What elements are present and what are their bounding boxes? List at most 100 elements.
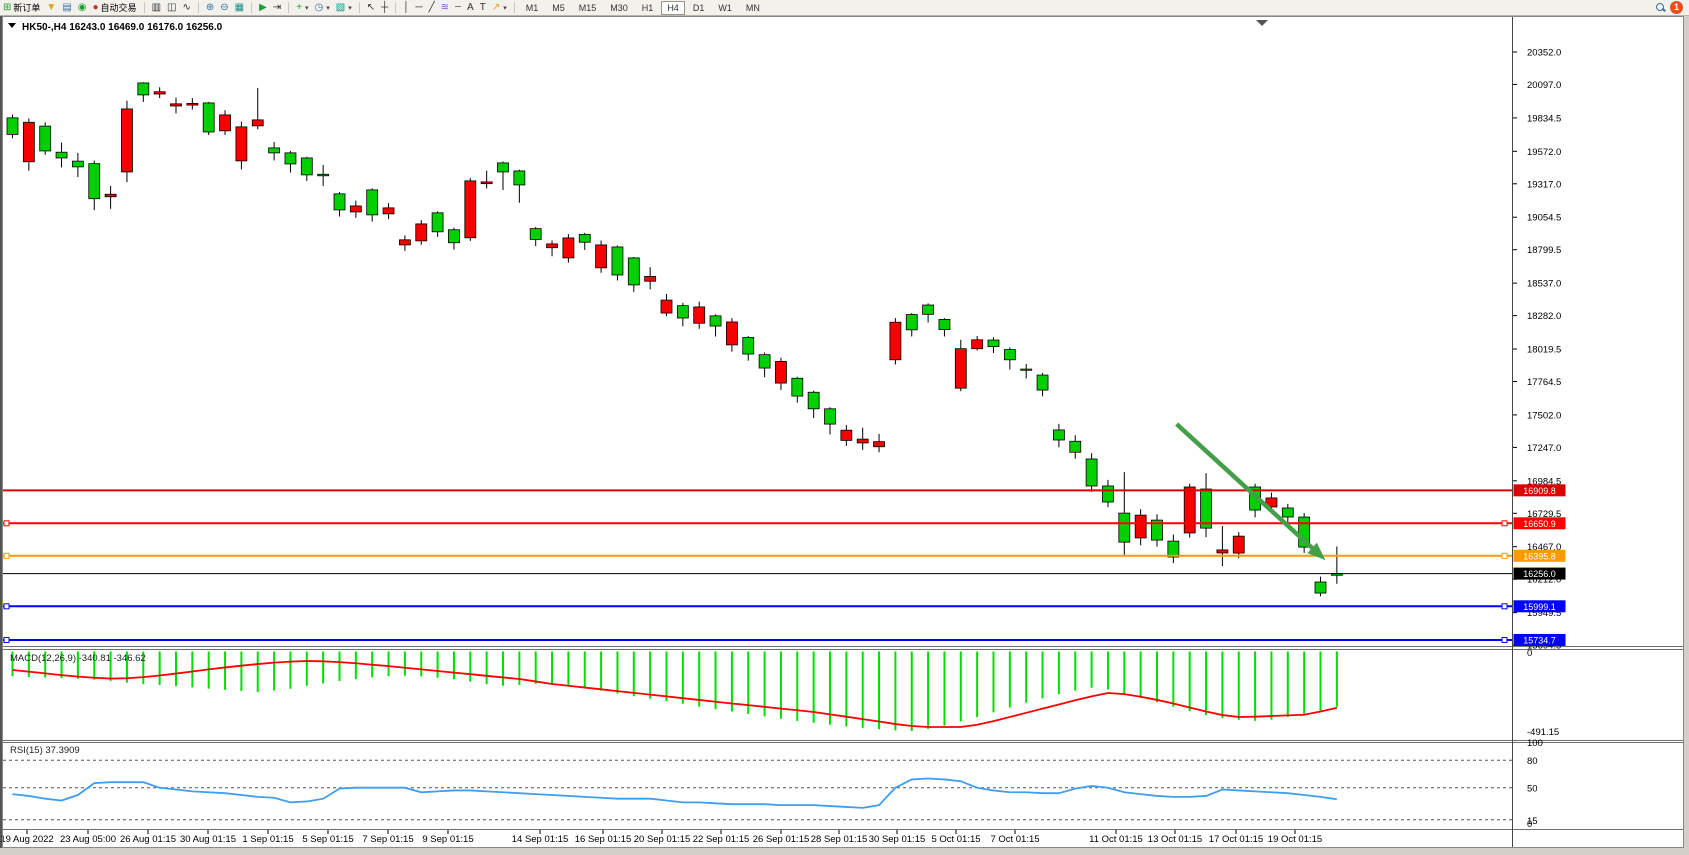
hline-handle[interactable] [3,552,10,559]
timeframe-MN[interactable]: MN [745,2,760,13]
price-tick-label[interactable]: 20352.0 [1527,48,1561,59]
zoom-in-button[interactable]: ⊕ [203,1,217,15]
macd-axis-label[interactable]: -491.15 [1527,727,1559,738]
auto-scroll-button[interactable]: ▶ [256,1,270,15]
timeframe-M15[interactable]: M15 [578,2,597,13]
price-label-text: 15734.7 [1523,635,1556,645]
tile-windows-button[interactable]: ▦ [232,1,247,15]
time-tick-label[interactable]: 26 Sep 01:15 [753,834,810,845]
chart-shift-button[interactable]: ⇥ [270,1,284,15]
price-panel[interactable] [3,17,1512,646]
hline-handle[interactable] [3,603,10,610]
hline-handle[interactable] [1501,520,1508,527]
crosshair-button[interactable]: ┼ [378,1,391,15]
time-tick-label[interactable]: 9 Sep 01:15 [422,834,473,845]
chart-shift-marker[interactable] [1256,20,1268,26]
hline-handle[interactable] [1501,636,1508,643]
time-tick-label[interactable]: 5 Sep 01:15 [302,834,353,845]
price-tick-label[interactable]: 16212.0 [1527,575,1561,586]
time-tick-label[interactable]: 30 Aug 01:15 [180,834,236,845]
price-tick-label[interactable]: 17502.0 [1527,410,1561,421]
time-tick-label[interactable]: 26 Aug 01:15 [120,834,176,845]
price-tick-label[interactable]: 18537.0 [1527,279,1561,290]
hline-handle[interactable] [3,636,10,643]
line-chart-button[interactable]: ∿ [179,1,193,15]
time-tick-label[interactable]: 20 Sep 01:15 [634,834,691,845]
chart-title-collapse-icon[interactable] [8,23,16,28]
time-tick-label[interactable]: 16 Sep 01:15 [575,834,632,845]
rsi-axis-label[interactable]: 50 [1527,784,1538,795]
price-tick-label[interactable]: 20097.0 [1527,80,1561,91]
timeframe-W1[interactable]: W1 [718,2,732,13]
time-tick-label[interactable]: 7 Sep 01:15 [362,834,413,845]
price-tick-label[interactable]: 15694.5 [1527,641,1561,652]
time-tick-label[interactable]: 13 Oct 01:15 [1148,834,1202,845]
elliott-wave-button[interactable]: ≋ [438,1,452,15]
price-tick-label[interactable]: 17247.0 [1527,443,1561,454]
trend-arrow[interactable] [1175,422,1317,553]
publish-button[interactable]: ▤ [59,1,74,15]
cursor-button[interactable]: ↖ [364,1,378,15]
timeframe-D1[interactable]: D1 [692,2,705,13]
text-tool-button[interactable]: A [464,1,477,15]
rsi-axis-label[interactable]: 80 [1527,756,1538,767]
timeframe-M5[interactable]: M5 [552,2,565,13]
timeframe-H1[interactable]: H1 [641,2,654,13]
price-tick-label[interactable]: 19054.5 [1527,213,1561,224]
rsi-axis-label[interactable]: 0 [1527,819,1532,830]
bar-chart-button[interactable]: ▥ [149,1,164,15]
autotrading-button[interactable]: ● 自动交易 [90,1,140,15]
time-tick-label[interactable]: 30 Sep 01:15 [869,834,926,845]
signal-button[interactable]: ◉ [75,1,90,15]
chat-notification-icon[interactable]: 1 [1670,1,1683,14]
price-tick-label[interactable]: 19834.5 [1527,113,1561,124]
price-tick-label[interactable]: 19317.0 [1527,179,1561,190]
price-tick-label[interactable]: 18282.0 [1527,311,1561,322]
new-order-button[interactable]: ⊞ 新订单 [0,1,43,15]
horizontal-line-button[interactable]: ─ [413,1,426,15]
price-tick-label[interactable]: 17764.5 [1527,377,1561,388]
text-label-button[interactable]: T [477,1,489,15]
time-tick-label[interactable]: 23 Aug 05:00 [60,834,116,845]
price-tick-label[interactable]: 18019.5 [1527,345,1561,356]
price-tick-label[interactable]: 16467.0 [1527,542,1561,553]
time-tick-label[interactable]: 5 Oct 01:15 [931,834,980,845]
timeframe-M1[interactable]: M1 [525,2,539,13]
candle [578,232,591,250]
price-tick-label[interactable]: 19572.0 [1527,147,1561,158]
indicators-button[interactable]: + ▾ [293,1,311,15]
rsi-axis-label[interactable]: 100 [1527,738,1543,749]
funnel-button[interactable]: ▼ [43,1,59,15]
arrows-tool-button[interactable]: ↗ ▾ [489,1,510,15]
hline-handle[interactable] [1501,603,1508,610]
price-tick-label[interactable]: 16729.5 [1527,509,1561,520]
search-icon[interactable] [1656,3,1665,12]
vertical-line-button[interactable]: │ [400,1,412,15]
hline-handle[interactable] [3,520,10,527]
zoom-out-button[interactable]: ⊖ [217,1,231,15]
macd-axis-label[interactable]: 0 [1527,648,1532,659]
time-tick-label[interactable]: 19 Oct 01:15 [1268,834,1322,845]
periods-button[interactable]: ◷ ▾ [312,1,333,15]
candle [1281,504,1294,523]
rsi-axis-label[interactable]: 15 [1527,816,1538,827]
time-tick-label[interactable]: 1 Sep 01:15 [242,834,293,845]
time-tick-label[interactable]: 17 Oct 01:15 [1209,834,1263,845]
candle [742,335,755,361]
fibonacci-button[interactable]: ┄ [452,1,464,15]
time-tick-label[interactable]: 28 Sep 01:15 [811,834,868,845]
price-tick-label[interactable]: 16984.5 [1527,476,1561,487]
time-tick-label[interactable]: 7 Oct 01:15 [990,834,1039,845]
price-tick-label[interactable]: 18799.5 [1527,245,1561,256]
hline-handle[interactable] [1501,552,1508,559]
trendline-button[interactable]: ╱ [426,1,438,15]
time-tick-label[interactable]: 19 Aug 2022 [0,834,53,845]
price-tick-label[interactable]: 15949.5 [1527,608,1561,619]
templates-button[interactable]: ▧ ▾ [333,1,355,15]
time-tick-label[interactable]: 11 Oct 01:15 [1089,834,1143,845]
timeframe-M30[interactable]: M30 [610,2,628,13]
candlestick-button[interactable]: ◫ [164,1,179,15]
time-tick-label[interactable]: 22 Sep 01:15 [693,834,750,845]
timeframe-H4[interactable]: H4 [661,0,685,15]
time-tick-label[interactable]: 14 Sep 01:15 [512,834,569,845]
